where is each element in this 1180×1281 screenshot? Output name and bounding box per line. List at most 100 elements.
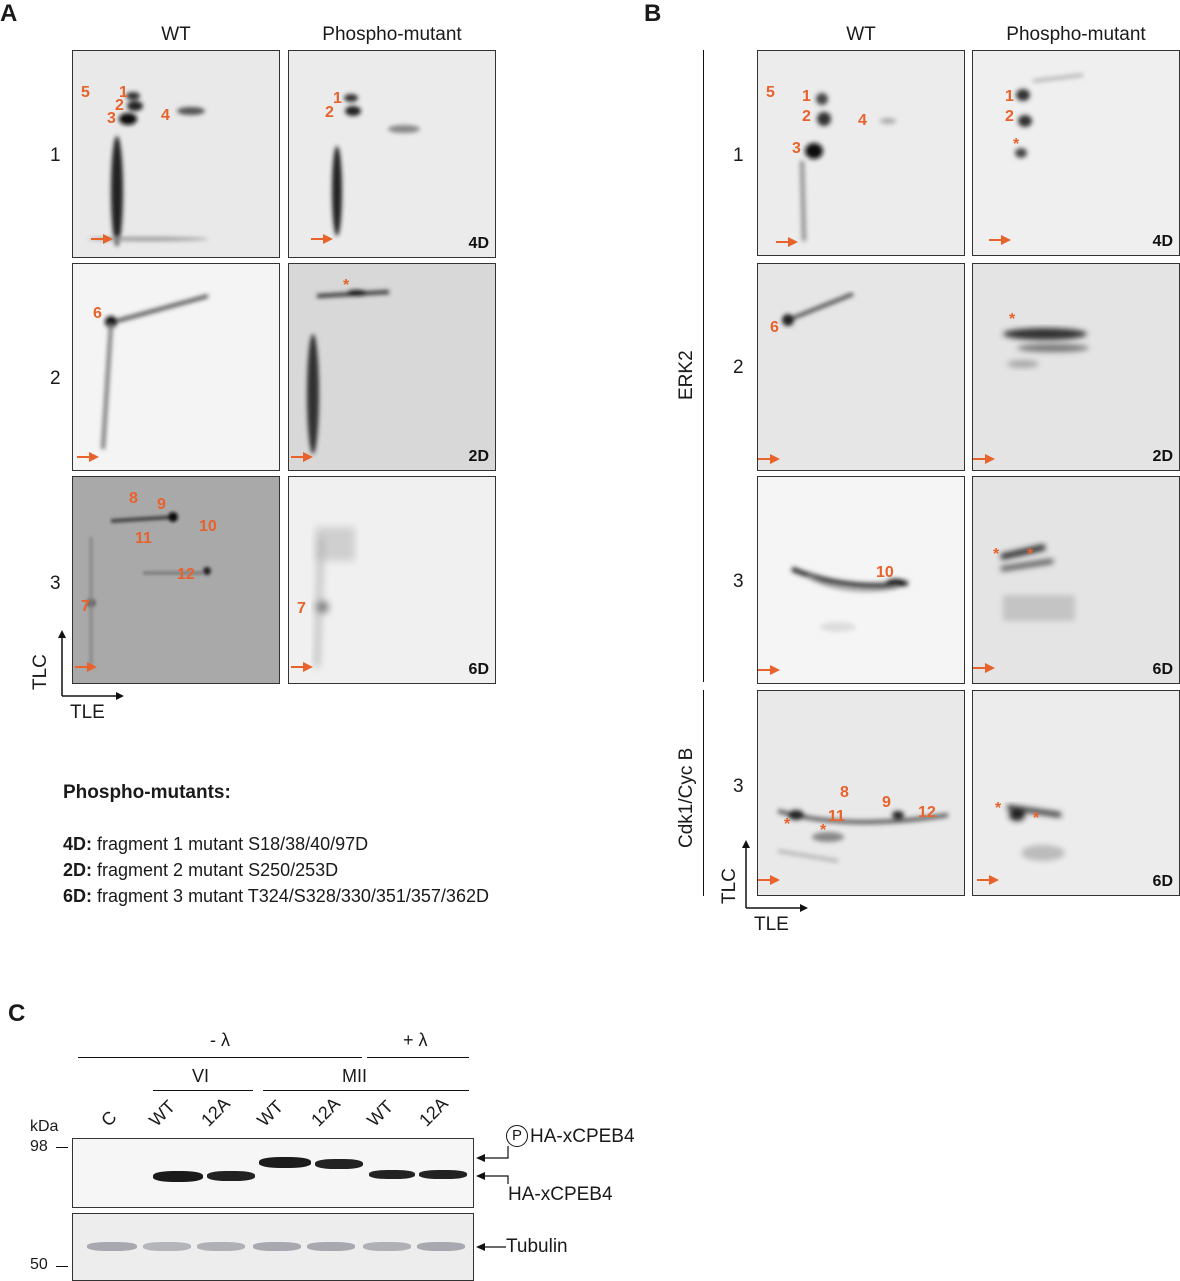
mii-label: MII <box>342 1066 367 1086</box>
mutant-tag: 6D <box>1152 661 1173 678</box>
blot-b-r2-mutant: * 2D <box>972 263 1180 471</box>
origin-arrow-icon <box>973 454 995 464</box>
band <box>307 1242 355 1251</box>
spot-label: 10 <box>876 564 894 581</box>
blot-b-r3-mutant-signal <box>1000 544 1075 621</box>
spot-label: 3 <box>107 110 116 127</box>
origin-arrow-icon <box>989 235 1011 245</box>
panel-a-letter: A <box>0 0 18 27</box>
mw-98-label: 98 <box>30 1138 48 1155</box>
band <box>315 1159 363 1169</box>
panel-a-col-mutant: Phospho-mutant <box>322 24 462 45</box>
tubulin-arrow-icon <box>476 1243 506 1251</box>
band <box>253 1242 301 1251</box>
blot-b-r1-mutant: 1 2 * 4D <box>972 50 1180 256</box>
legend-line: 4D: fragment 1 mutant S18/38/40/97D <box>63 834 369 854</box>
band <box>153 1171 203 1182</box>
spot-label: 3 <box>792 140 801 157</box>
blot-b-r1-mutant-signal <box>1015 73 1084 158</box>
spot-label: 1 <box>802 88 811 105</box>
blot-a-r2-wt-signal <box>101 294 209 450</box>
origin-arrow-icon <box>776 237 798 247</box>
western-blot-tubulin <box>72 1213 474 1281</box>
panel-a-row-3: 3 <box>50 573 61 594</box>
spot-label: 5 <box>81 84 90 101</box>
spot-label: 6 <box>93 305 102 322</box>
label-phospho-xcpeb4: HA-xCPEB4 <box>530 1126 635 1147</box>
origin-arrow-icon <box>758 875 780 885</box>
spot-label: 2 <box>1005 108 1014 125</box>
kda-label: kDa <box>30 1118 59 1135</box>
spot-label: 7 <box>81 598 90 615</box>
spot-label: * <box>1027 546 1034 563</box>
panel-b-row-3: 3 <box>733 571 744 592</box>
band <box>207 1171 255 1181</box>
spot-label: 9 <box>882 794 891 811</box>
blot-a-r3-wt-signal <box>87 512 211 667</box>
panel-b-axis-tle: TLE <box>754 914 789 935</box>
panel-b-axis-tlc: TLC <box>719 868 740 904</box>
lane-label: 12A <box>415 1093 452 1131</box>
spot-label: 1 <box>119 84 128 101</box>
blot-b-r2-wt: 6 <box>757 263 965 471</box>
erk2-bracket-line <box>703 50 704 682</box>
spot-label: 4 <box>161 107 170 124</box>
panel-b-row-1: 1 <box>733 145 744 166</box>
origin-arrow-icon <box>291 452 313 462</box>
spot-label: 2 <box>802 108 811 125</box>
spot-label: 1 <box>333 90 342 107</box>
blot-a-r3-mutant: 7 6D <box>288 476 496 684</box>
panel-b-row-4: 3 <box>733 776 744 797</box>
mw-98-tick <box>56 1147 68 1148</box>
panel-b-letter: B <box>644 0 662 27</box>
band <box>419 1170 467 1179</box>
spot-label: 8 <box>840 784 849 801</box>
band <box>417 1242 465 1251</box>
blot-a-r2-mutant: * 2D <box>288 263 496 471</box>
lane-label: WT <box>253 1096 288 1131</box>
blot-a-r2-wt: 6 <box>72 263 280 471</box>
blot-b-r2-mutant-signal <box>1003 328 1089 368</box>
minus-lambda-label: - λ <box>210 1030 230 1050</box>
panel-a-axis-tle: TLE <box>70 702 105 723</box>
spot-label: 1 <box>1005 88 1014 105</box>
blot-b-r4-mutant-signal <box>1006 804 1065 861</box>
plus-lambda-line <box>367 1057 469 1058</box>
mutant-tag: 6D <box>1152 873 1173 890</box>
panel-b-axes-icon <box>742 840 808 912</box>
panel-b-col-mutant: Phospho-mutant <box>1006 24 1146 45</box>
mutant-tag: 2D <box>1152 448 1173 465</box>
blot-a-r1-mutant-signal <box>332 94 420 236</box>
blot-b-r3-wt: 10 <box>757 476 965 684</box>
phospho-circle-icon: P <box>506 1125 528 1147</box>
vi-label: VI <box>192 1066 210 1086</box>
blot-a-r1-wt-signal <box>88 92 208 246</box>
plus-lambda-label: + λ <box>403 1030 428 1050</box>
band <box>143 1242 191 1251</box>
origin-arrow-icon <box>91 234 113 244</box>
spot-label: 11 <box>828 808 845 825</box>
spot-label: 2 <box>115 97 124 114</box>
blot-a-r3-wt: 8 9 10 11 12 7 <box>72 476 280 684</box>
mii-line <box>263 1090 469 1091</box>
group-label-erk2: ERK2 <box>676 350 697 400</box>
spot-label: 7 <box>297 600 306 617</box>
origin-arrow-icon <box>973 663 995 673</box>
blot-a-r1-mutant: 1 2 4D <box>288 50 496 258</box>
origin-arrow-icon <box>758 665 780 675</box>
blot-a-r3-mutant-signal <box>315 527 355 668</box>
spot-label: * <box>993 546 1000 563</box>
blot-b-r2-wt-signal <box>782 292 854 326</box>
spot-label: * <box>1009 311 1016 328</box>
lane-label: WT <box>363 1096 398 1131</box>
spot-label: 10 <box>199 518 217 535</box>
spot-label: * <box>1033 810 1040 827</box>
mutant-tag: 6D <box>468 661 489 678</box>
panel-b-col-wt: WT <box>846 24 876 45</box>
blot-b-r1-wt-signal <box>800 93 896 242</box>
origin-arrow-icon <box>311 234 333 244</box>
panel-a-axis-tlc: TLC <box>30 654 51 690</box>
origin-arrow-icon <box>758 454 780 464</box>
label-tubulin: Tubulin <box>506 1236 568 1257</box>
mutant-tag: 2D <box>468 448 489 465</box>
